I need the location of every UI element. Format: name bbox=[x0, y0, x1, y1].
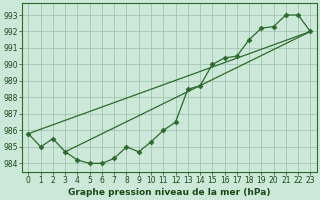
X-axis label: Graphe pression niveau de la mer (hPa): Graphe pression niveau de la mer (hPa) bbox=[68, 188, 271, 197]
